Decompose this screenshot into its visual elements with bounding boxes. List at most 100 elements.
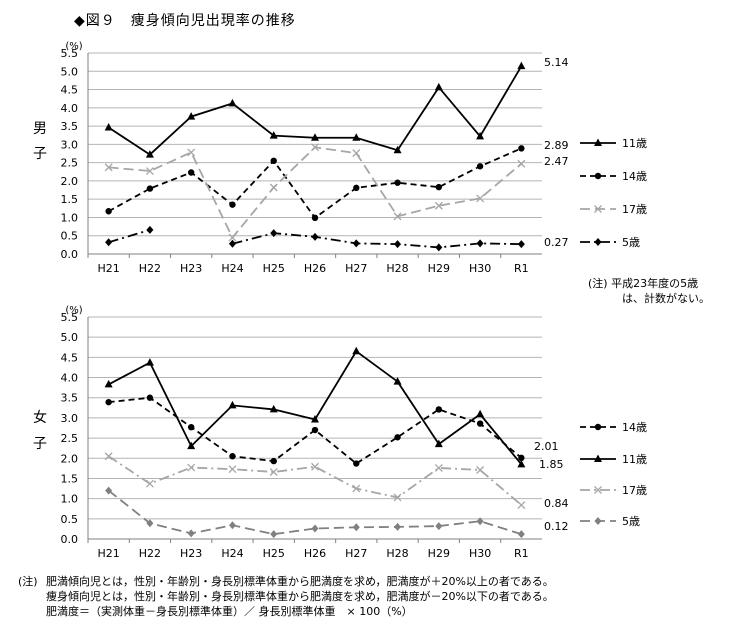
footnote-row: (注) 肥満傾向児とは，性別・年齢別・身長別標準体重から肥満度を求め，肥満度が＋… <box>18 574 554 589</box>
note-line-1: (注) 平成23年度の5歳 <box>588 277 699 290</box>
marker-diamond <box>105 486 113 495</box>
marker-circle <box>311 214 319 222</box>
marker-x <box>228 465 237 474</box>
legend-label: 17歳 <box>622 484 647 497</box>
marker-x <box>476 466 485 474</box>
panel-label-char: 子 <box>33 436 47 452</box>
y-tick-label: 3.5 <box>61 392 79 405</box>
marker-circle <box>105 398 112 406</box>
end-value-label: 0.84 <box>544 497 569 510</box>
marker-x <box>311 462 319 471</box>
marker-circle <box>435 406 443 413</box>
chart-panel-girls: 女子 (%) 0.0 0.5 1.0 1.5 2.0 2.5 3.0 3.5 4.0 4.5 5.0 5.… <box>33 305 647 560</box>
x-tick-label: H29 <box>428 262 450 275</box>
series-line <box>232 232 522 249</box>
x-tick-label: H26 <box>304 262 326 275</box>
y-unit-label: (%) <box>65 305 82 316</box>
marker-x <box>517 501 526 510</box>
y-tick-label: 0.5 <box>61 513 79 526</box>
note-box: (注) 平成23年度の5歳 は、計数がない。 <box>588 276 710 306</box>
marker-diamond <box>435 522 443 531</box>
marker-triangle <box>393 145 402 154</box>
marker-x <box>187 148 196 157</box>
legend-label: 14歳 <box>622 170 647 183</box>
y-tick-label: 1.5 <box>61 472 79 485</box>
x-tick-label: H21 <box>97 262 119 275</box>
x-tick-label: H25 <box>263 262 285 275</box>
marker-triangle <box>187 441 196 450</box>
footnote-mark: (注) <box>18 575 38 588</box>
marker-x <box>517 159 526 168</box>
marker-diamond <box>394 522 402 531</box>
y-tick-label: 5.0 <box>61 65 79 78</box>
marker-circle <box>105 208 112 215</box>
marker-x <box>104 452 113 461</box>
marker-triangle <box>187 112 196 120</box>
marker-circle <box>594 423 602 431</box>
y-tick-label: 0.0 <box>61 533 79 546</box>
marker-circle <box>518 145 525 152</box>
marker-triangle <box>434 439 443 448</box>
marker-x <box>434 201 443 210</box>
y-tick-label: 4.0 <box>61 372 79 385</box>
marker-diamond <box>105 238 113 247</box>
legend-label: 14歳 <box>622 421 647 434</box>
marker-circle <box>146 185 154 192</box>
marker-circle <box>146 394 154 401</box>
marker-diamond <box>228 239 236 248</box>
marker-diamond <box>187 529 195 538</box>
marker-diamond <box>352 523 360 532</box>
marker-circle <box>270 457 277 465</box>
marker-triangle <box>517 61 526 70</box>
x-tick-label: H30 <box>469 262 491 275</box>
end-value-label: 5.14 <box>544 56 569 69</box>
marker-circle <box>476 420 484 427</box>
marker-diamond <box>228 521 236 530</box>
x-tick-label: R1 <box>514 547 529 560</box>
marker-circle <box>394 434 401 441</box>
panel-label-char: 男 <box>33 121 47 137</box>
marker-diamond <box>435 243 443 252</box>
chart-panel-boys: 男子 (%) 0.0 0.5 1.0 1.5 2.0 2.5 3.0 3.5 4.0 4.5 5.0 5.… <box>33 41 647 275</box>
y-tick-label: 0.5 <box>61 230 79 243</box>
marker-triangle <box>228 98 237 107</box>
series-line <box>108 489 522 536</box>
marker-triangle <box>104 123 113 131</box>
marker-triangle <box>352 346 361 355</box>
x-tick-label: H27 <box>345 547 367 560</box>
end-value-label: 2.47 <box>544 155 569 168</box>
y-tick-label: 0.0 <box>61 248 79 261</box>
marker-triangle <box>476 409 485 418</box>
y-tick-label: 2.0 <box>61 452 79 465</box>
x-tick-label: H21 <box>97 547 119 560</box>
marker-x <box>269 183 278 192</box>
marker-triangle <box>594 138 602 146</box>
marker-triangle <box>311 133 319 141</box>
marker-circle <box>229 453 236 460</box>
marker-circle <box>353 460 360 467</box>
y-tick-label: 1.0 <box>61 211 79 224</box>
x-tick-label: H23 <box>180 262 202 275</box>
marker-triangle <box>104 379 113 388</box>
marker-circle <box>353 184 360 192</box>
marker-x <box>352 149 361 158</box>
marker-circle <box>270 157 277 165</box>
y-tick-label: 5.0 <box>61 331 79 344</box>
panel-label-char: 子 <box>33 146 47 162</box>
y-tick-label: 1.5 <box>61 193 79 206</box>
x-tick-label: R1 <box>514 262 529 275</box>
y-tick-label: 2.0 <box>61 175 79 188</box>
series-line <box>108 350 523 465</box>
x-tick-label: H23 <box>180 547 202 560</box>
legend-label: 5歳 <box>622 515 640 528</box>
marker-x <box>476 194 485 203</box>
end-value-label: 2.01 <box>534 440 559 453</box>
footnote-mark <box>18 604 46 619</box>
end-value-label: 1.85 <box>539 458 564 471</box>
marker-triangle <box>228 400 237 409</box>
marker-x <box>311 143 319 152</box>
end-value-label: 0.12 <box>544 520 569 533</box>
x-tick-label: H29 <box>428 547 450 560</box>
marker-circle <box>476 163 484 170</box>
